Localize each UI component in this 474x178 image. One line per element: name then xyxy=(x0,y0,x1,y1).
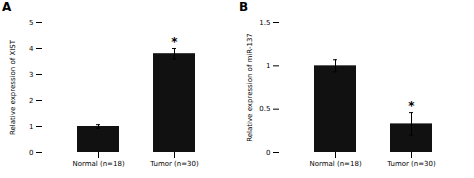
svg-text:*: * xyxy=(408,99,415,113)
svg-text:Relative expression of miR-137: Relative expression of miR-137 xyxy=(246,33,254,142)
svg-text:Tumor (n=30): Tumor (n=30) xyxy=(149,160,199,168)
svg-text:0.5: 0.5 xyxy=(259,105,270,113)
svg-text:Relative expression of XIST: Relative expression of XIST xyxy=(9,39,17,135)
svg-text:1: 1 xyxy=(266,62,270,70)
svg-text:0: 0 xyxy=(266,149,270,157)
html-text:B: B xyxy=(239,0,249,14)
svg-text:Normal (n=18): Normal (n=18) xyxy=(309,160,361,168)
svg-text:5: 5 xyxy=(29,19,33,27)
html-text:A: A xyxy=(2,0,12,14)
svg-text:*: * xyxy=(171,35,178,49)
svg-text:3: 3 xyxy=(29,71,33,79)
svg-text:1.5: 1.5 xyxy=(259,19,270,27)
svg-text:4: 4 xyxy=(29,45,34,53)
svg-text:Normal (n=18): Normal (n=18) xyxy=(72,160,124,168)
svg-text:1: 1 xyxy=(29,123,33,131)
svg-text:0: 0 xyxy=(29,149,33,157)
svg-text:2: 2 xyxy=(29,97,33,105)
svg-text:Tumor (n=30): Tumor (n=30) xyxy=(386,160,436,168)
